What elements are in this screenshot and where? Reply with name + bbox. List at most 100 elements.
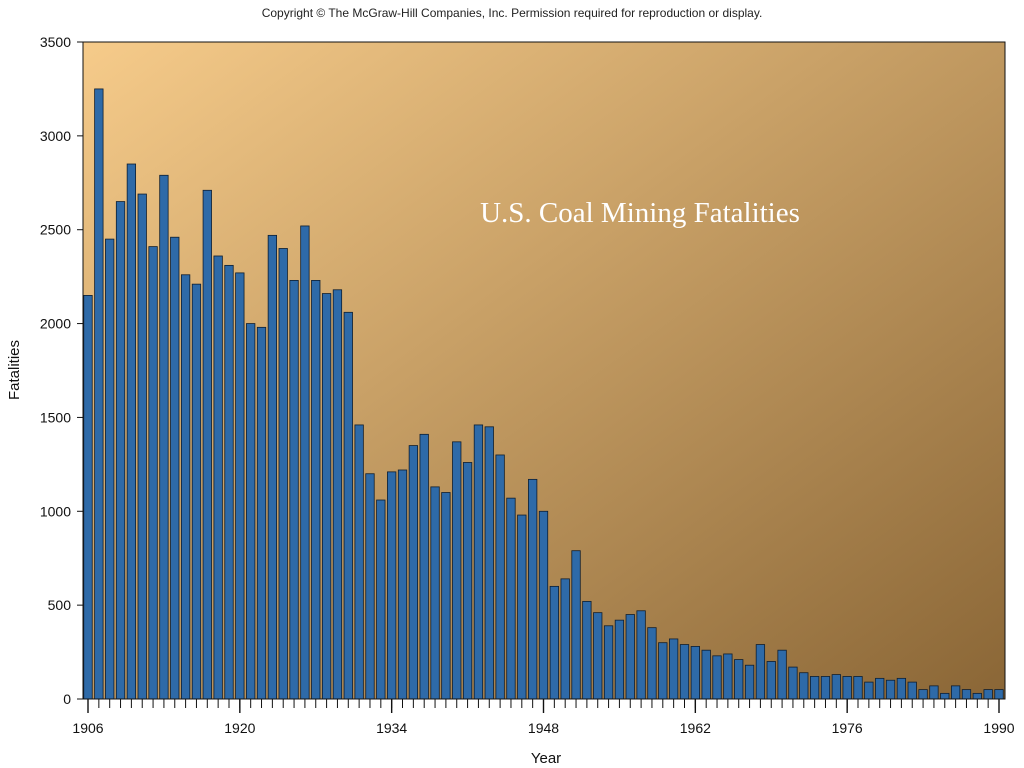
bar-1953 — [593, 612, 603, 700]
bar-1938 — [430, 486, 440, 700]
bar-1967 — [744, 664, 755, 700]
y-tick-label: 2500 — [40, 222, 71, 238]
y-tick-label: 1500 — [40, 409, 71, 425]
bar-1984 — [929, 685, 939, 700]
bar-1917 — [202, 189, 212, 700]
bar-1955 — [614, 619, 625, 700]
bar-1983 — [918, 689, 928, 700]
bar-1941 — [462, 462, 473, 700]
bar-1975 — [831, 674, 841, 700]
bar-1974 — [820, 676, 831, 700]
bar-1947 — [528, 478, 538, 700]
bar-1924 — [278, 248, 288, 700]
copyright-notice: Copyright © The McGraw-Hill Companies, I… — [261, 6, 763, 20]
bar-1949 — [549, 585, 559, 700]
bar-1977 — [853, 676, 863, 700]
bar-1926 — [300, 225, 310, 700]
bar-1908 — [105, 238, 115, 700]
bar-1966 — [734, 659, 744, 700]
bar-1939 — [441, 492, 451, 700]
x-tick-label: 1948 — [528, 720, 559, 736]
bar-1915 — [180, 274, 191, 700]
bar-1921 — [246, 323, 256, 700]
bar-1906 — [83, 295, 93, 700]
bar-1907 — [94, 88, 104, 700]
x-axis-title: Year — [531, 750, 561, 767]
x-tick-label: 1990 — [983, 720, 1014, 736]
bar-1945 — [506, 497, 516, 700]
bar-1946 — [517, 514, 527, 700]
bar-1944 — [495, 454, 505, 700]
bar-1968 — [755, 644, 766, 700]
bar-1940 — [452, 441, 462, 700]
bar-1958 — [647, 627, 657, 700]
bar-1957 — [636, 610, 646, 700]
bar-1979 — [875, 677, 885, 700]
bar-1987 — [961, 689, 972, 700]
bar-1969 — [766, 661, 776, 700]
chart-title: U.S. Coal Mining Fatalities — [480, 197, 800, 229]
bar-1927 — [311, 279, 321, 700]
bar-1989 — [983, 689, 993, 700]
bar-1972 — [799, 672, 809, 700]
bar-1943 — [484, 426, 494, 700]
bar-1931 — [354, 424, 364, 700]
bar-1934 — [387, 471, 397, 700]
x-tick-label: 1976 — [832, 720, 863, 736]
bar-1910 — [126, 163, 137, 700]
bar-1918 — [213, 255, 223, 700]
x-tick-label: 1920 — [224, 720, 255, 736]
bar-1913 — [159, 174, 169, 700]
x-tick-label: 1934 — [376, 720, 407, 736]
bar-1959 — [658, 642, 668, 700]
bar-1911 — [137, 193, 147, 700]
plot-frame — [82, 41, 1006, 700]
bar-1929 — [332, 289, 343, 700]
bar-1922 — [256, 326, 267, 700]
bar-1976 — [842, 676, 852, 700]
bar-1920 — [235, 272, 245, 700]
bar-1962 — [690, 646, 700, 700]
bar-1981 — [896, 677, 907, 700]
x-tick-label: 1962 — [680, 720, 711, 736]
bar-1950 — [560, 578, 570, 700]
bar-1956 — [625, 614, 635, 700]
bar-1919 — [224, 264, 234, 700]
bar-1952 — [582, 600, 592, 700]
bar-1954 — [603, 625, 614, 700]
bar-1925 — [289, 279, 299, 700]
bar-1986 — [950, 685, 961, 700]
y-tick-label: 2000 — [40, 316, 71, 332]
y-tick-label: 3000 — [40, 128, 71, 144]
bar-1923 — [267, 234, 278, 700]
y-tick-label: 500 — [48, 597, 72, 613]
bar-1948 — [538, 510, 549, 700]
bar-1930 — [343, 311, 353, 700]
bar-1985 — [940, 692, 950, 700]
bar-1935 — [397, 469, 408, 700]
bar-1961 — [679, 644, 690, 700]
bar-1936 — [408, 445, 418, 700]
bar-1928 — [321, 293, 332, 700]
bar-1964 — [712, 655, 722, 700]
bar-1937 — [419, 433, 429, 700]
y-tick-label: 0 — [63, 691, 71, 707]
bar-1960 — [669, 638, 679, 700]
bar-1932 — [365, 473, 375, 700]
bar-1970 — [777, 649, 787, 700]
y-tick-label: 3500 — [40, 34, 71, 50]
x-axis: 1906 1920 1934 1948 1962 1976 1990 — [72, 699, 1015, 736]
bar-1990 — [994, 689, 1004, 700]
bar-1912 — [148, 246, 158, 700]
bar-1914 — [170, 236, 180, 700]
bar-1971 — [788, 666, 798, 700]
bar-1951 — [571, 550, 581, 700]
bar-1942 — [473, 424, 484, 700]
bar-1988 — [972, 692, 982, 700]
bar-1965 — [723, 653, 733, 700]
y-axis: 0 500 1000 1500 2000 2500 3000 3500 — [40, 34, 83, 707]
bar-1982 — [907, 681, 917, 700]
x-tick-label: 1906 — [72, 720, 103, 736]
bar-1933 — [376, 499, 386, 700]
